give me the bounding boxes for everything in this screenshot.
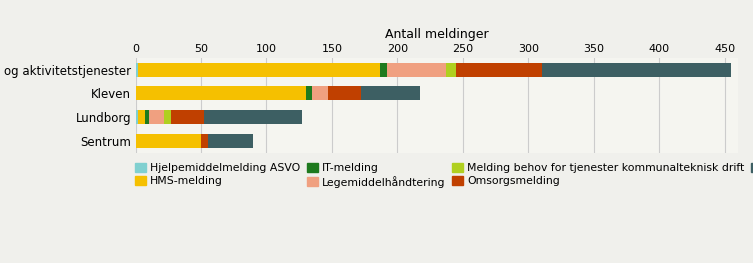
Bar (380, 63, 387, 77)
Bar (456, 63, 541, 77)
Bar (312, 86, 328, 100)
Bar (446, 63, 456, 77)
Bar (136, 134, 201, 148)
Bar (171, 110, 203, 124)
Bar (203, 110, 302, 124)
Bar (387, 63, 446, 77)
Bar (328, 86, 361, 100)
Bar (201, 134, 208, 148)
X-axis label: Antall meldinger: Antall meldinger (385, 28, 489, 41)
Bar (164, 110, 171, 124)
Bar (361, 86, 419, 100)
Bar (306, 86, 312, 100)
Bar (145, 110, 148, 124)
Bar (541, 63, 731, 77)
Bar (136, 63, 138, 77)
Bar (208, 134, 254, 148)
Bar (138, 110, 145, 124)
Legend: Hjelpemiddelmelding ASVO, HMS-melding, IT-melding, Legemiddelhåndtering, Melding: Hjelpemiddelmelding ASVO, HMS-melding, I… (135, 163, 753, 188)
Bar (136, 86, 306, 100)
Bar (138, 63, 380, 77)
Bar (148, 110, 164, 124)
Bar (136, 110, 138, 124)
